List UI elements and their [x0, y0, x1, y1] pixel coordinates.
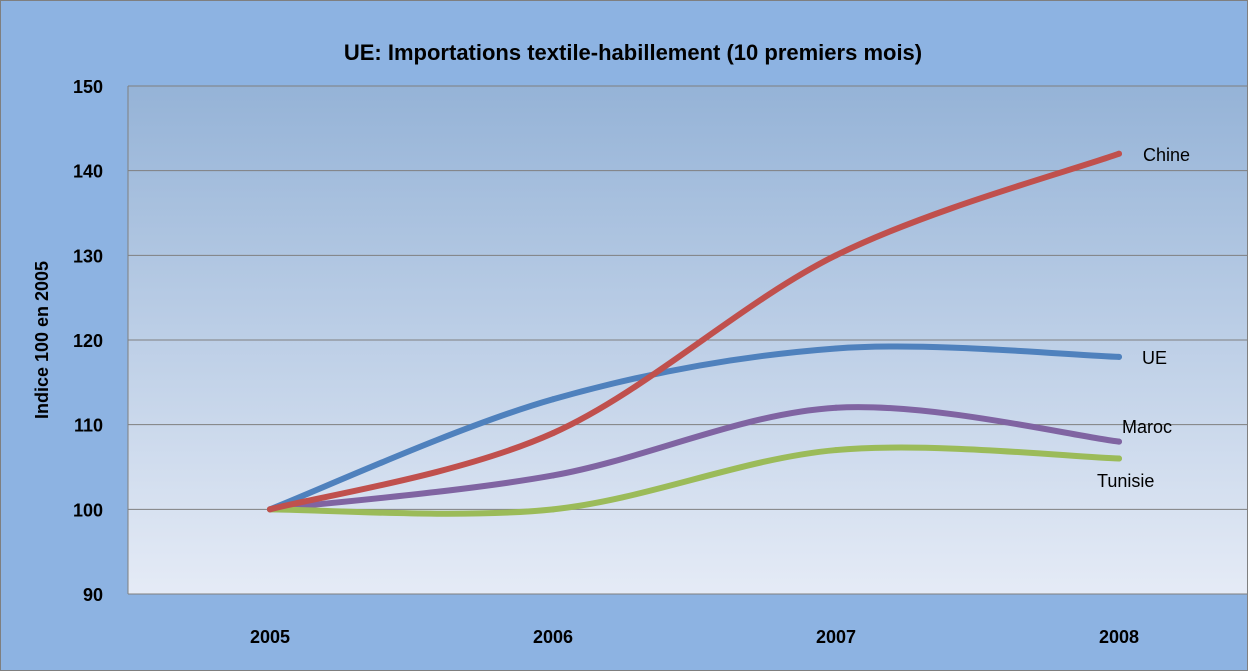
series-line-tunisie	[267, 444, 1122, 517]
data-point-tunisie	[1116, 455, 1122, 462]
y-tick-label: 130	[73, 246, 103, 266]
data-point-chine	[1116, 150, 1122, 157]
data-point-ue	[1116, 353, 1122, 360]
series-labels: Chine UE Maroc Tunisie	[1097, 145, 1190, 491]
series-line-maroc	[267, 404, 1122, 513]
axes: 90 100 110 120 130 140 150 2005 2006 2007 2008	[73, 77, 1139, 647]
x-tick-label: 2005	[250, 627, 290, 647]
y-tick-label: 110	[74, 416, 103, 436]
y-tick-label: 140	[73, 162, 103, 182]
data-point-maroc	[550, 472, 556, 479]
y-tick-label: 120	[73, 331, 103, 351]
data-point-ue	[550, 396, 556, 403]
y-tick-label: 150	[73, 77, 103, 97]
x-tick-label: 2008	[1099, 627, 1139, 647]
data-point-maroc	[833, 404, 839, 411]
series-lines	[267, 150, 1122, 517]
chart-title: UE: Importations textile-habillement (10…	[344, 40, 922, 65]
series-line-chine	[267, 150, 1122, 513]
series-label-chine: Chine	[1143, 145, 1190, 165]
series-line-ue	[267, 343, 1122, 513]
data-point-tunisie	[833, 447, 839, 454]
y-tick-label: 100	[73, 500, 103, 520]
series-label-tunisie: Tunisie	[1097, 471, 1154, 491]
data-point-maroc	[1116, 438, 1122, 445]
data-point-ue	[833, 345, 839, 352]
y-tick-label: 90	[83, 585, 103, 605]
series-label-ue: UE	[1142, 348, 1167, 368]
data-point-tunisie	[550, 506, 556, 513]
y-axis-label: Indice 100 en 2005	[32, 261, 52, 419]
x-tick-label: 2006	[533, 627, 573, 647]
data-point-chine	[267, 506, 273, 513]
series-label-maroc: Maroc	[1122, 417, 1172, 437]
x-tick-label: 2007	[816, 627, 856, 647]
data-point-chine	[833, 252, 839, 259]
data-point-chine	[550, 430, 556, 437]
